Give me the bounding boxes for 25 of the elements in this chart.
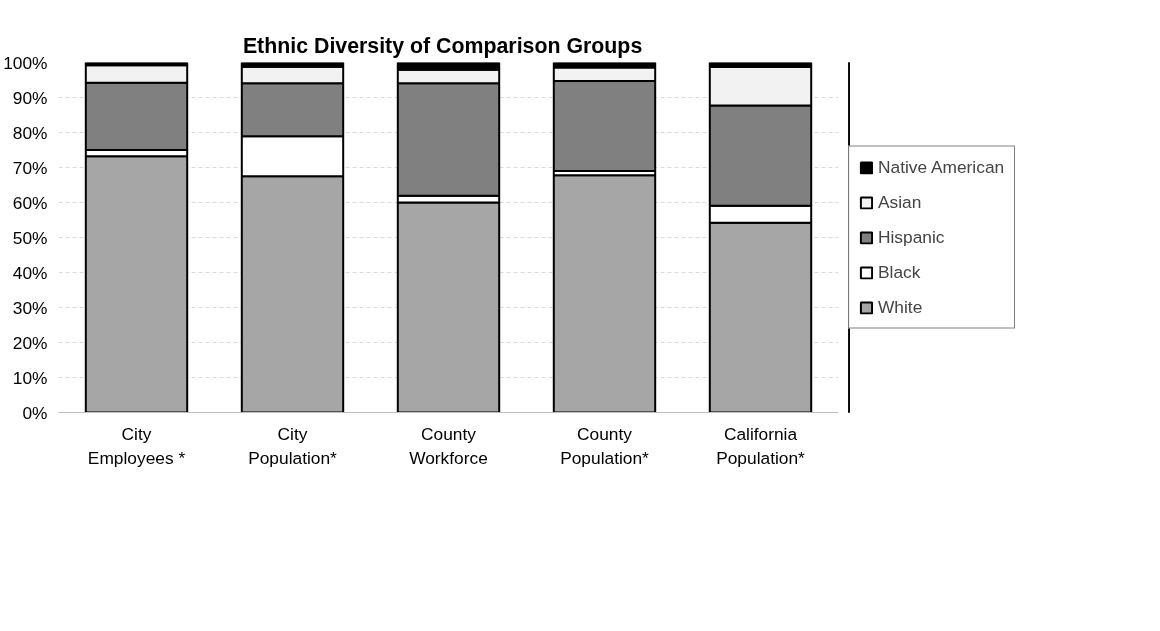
chart-title: Ethnic Diversity of Comparison Groups xyxy=(242,33,643,58)
y-tick-label: 30% xyxy=(12,297,48,318)
y-tick-label: 90% xyxy=(12,87,48,108)
y-tick-label: 70% xyxy=(12,157,48,178)
y-tick-label: 50% xyxy=(12,227,48,248)
x-tick-label: City Population* xyxy=(248,423,338,468)
bar xyxy=(552,174,657,413)
bar xyxy=(84,155,189,413)
x-tick-label: City Employees * xyxy=(87,423,186,468)
legend-label: Asian xyxy=(878,191,922,213)
legend-label: Hispanic xyxy=(878,226,945,248)
y-tick-label: 10% xyxy=(12,367,48,388)
legend-label: Black xyxy=(878,261,921,283)
x-tick-label: County Workforce xyxy=(409,423,488,468)
y-tick-label: 80% xyxy=(12,122,48,143)
y-tick-label: 60% xyxy=(12,192,48,213)
legend-label: White xyxy=(878,296,923,318)
x-tick-label: California Population* xyxy=(716,423,806,468)
y-tick-label: 0% xyxy=(22,402,48,423)
bar xyxy=(396,201,501,413)
y-tick-label: 100% xyxy=(3,52,48,73)
y-tick-label: 40% xyxy=(12,262,48,283)
legend-label: Native American xyxy=(878,156,1005,178)
x-tick-label: County Population* xyxy=(560,423,650,468)
y-tick-label: 20% xyxy=(12,332,48,353)
